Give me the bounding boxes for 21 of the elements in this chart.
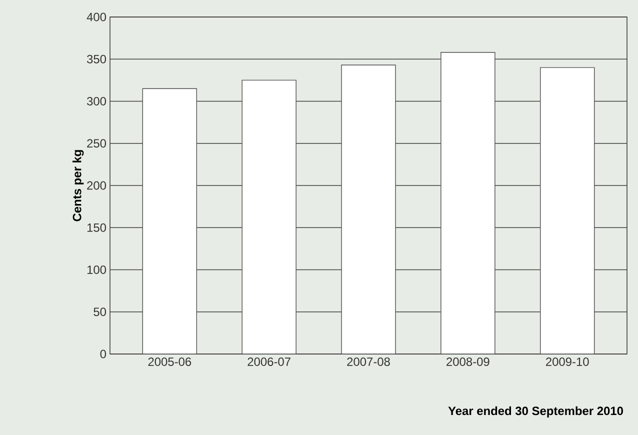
x-tick-label: 2006-07: [248, 358, 290, 366]
y-tick-label: 400: [86, 12, 106, 22]
y-tick-label: 350: [86, 54, 106, 64]
y-tick-label: 100: [87, 266, 106, 274]
bar: [540, 67, 595, 354]
bar: [440, 52, 496, 354]
y-tick-label: 50: [94, 308, 106, 316]
y-tick-label: 250: [87, 139, 106, 148]
y-axis-title: Cents per kg: [72, 150, 84, 222]
x-tick-label: 2008-09: [446, 358, 490, 366]
bar: [142, 88, 198, 354]
y-tick-label: 0: [100, 350, 106, 358]
x-tick-label: 2007-08: [347, 358, 390, 366]
bar: [242, 80, 296, 354]
x-tick-label: 2009-10: [546, 358, 589, 366]
bar: [341, 64, 396, 354]
y-tick-label: 200: [87, 181, 106, 190]
y-tick-label: 300: [86, 97, 106, 106]
y-tick-label: 150: [87, 223, 106, 232]
x-axis-title: Year ended 30 September 2010: [448, 406, 623, 418]
x-tick-label: 2005-06: [148, 358, 192, 366]
